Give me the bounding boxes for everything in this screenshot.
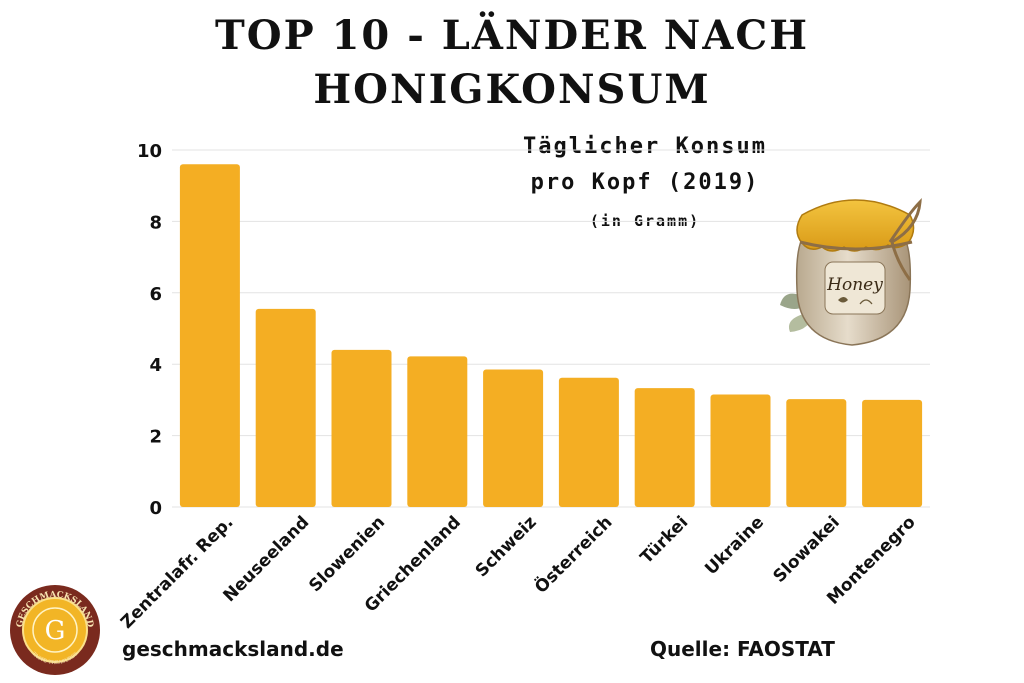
x-tick-label: Slowakei bbox=[769, 512, 843, 586]
subtitle-line-1: Täglicher Konsum bbox=[523, 134, 767, 159]
x-tick-label: Zentralafr. Rep. bbox=[117, 512, 237, 632]
chart-title-line-1: TOP 10 - LÄNDER NACH bbox=[214, 12, 810, 59]
chart-title-line-2: HONIGKONSUM bbox=[313, 66, 711, 113]
subtitle-line-2: pro Kopf (2019) bbox=[530, 170, 760, 195]
x-tick-label: Türkei bbox=[637, 512, 693, 568]
x-tick-label: Ukraine bbox=[701, 512, 768, 579]
bar bbox=[331, 349, 392, 507]
bar bbox=[483, 369, 544, 507]
y-tick-label: 10 bbox=[137, 141, 162, 162]
bar bbox=[407, 356, 468, 507]
y-tick-label: 2 bbox=[149, 427, 162, 448]
bar bbox=[862, 399, 923, 507]
source-note: Quelle: FAOSTAT bbox=[650, 637, 835, 661]
bar bbox=[179, 164, 240, 507]
honey-jar-illustration: Honey bbox=[780, 198, 922, 346]
y-tick-label: 6 bbox=[149, 284, 162, 305]
geschmacksland-logo: GESCHMACKSLAND TASTE TREASURES G bbox=[10, 585, 100, 675]
y-tick-label: 0 bbox=[149, 498, 162, 519]
bar bbox=[634, 388, 695, 507]
x-tick-label: Schweiz bbox=[472, 512, 541, 581]
x-tick-label: Slowenien bbox=[305, 512, 389, 596]
bar bbox=[786, 399, 847, 507]
bar bbox=[255, 308, 316, 507]
jar-label-text: Honey bbox=[826, 275, 883, 295]
bar bbox=[710, 394, 771, 507]
y-tick-label: 4 bbox=[149, 355, 162, 376]
x-tick-label: Österreich bbox=[530, 511, 617, 598]
logo-letter: G bbox=[45, 616, 66, 646]
y-tick-label: 8 bbox=[149, 212, 162, 233]
bar bbox=[558, 377, 619, 507]
website-link[interactable]: geschmacksland.de bbox=[122, 637, 344, 661]
